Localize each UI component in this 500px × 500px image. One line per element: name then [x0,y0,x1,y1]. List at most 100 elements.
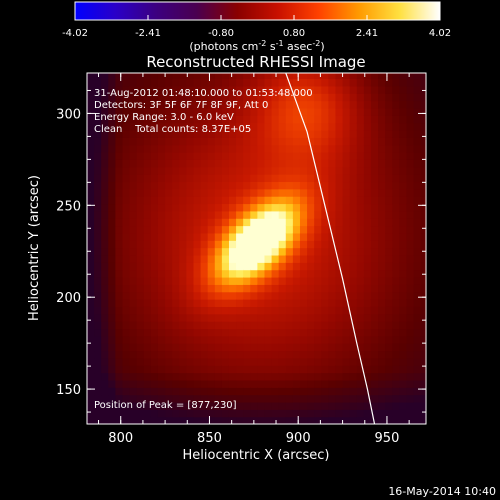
heat-cell [285,166,294,175]
heat-cell [236,181,244,190]
heat-cell [420,78,426,87]
heat-cell [278,401,287,410]
heat-cell [200,144,209,153]
heat-cell [392,181,400,190]
heat-cell [179,254,187,263]
heat-cell [186,328,195,337]
heat-cell [406,306,415,315]
heat-cell [378,240,386,249]
heat-cell [271,93,280,102]
heat-cell [193,218,202,227]
heat-cell [285,291,294,300]
heat-cell [200,409,209,418]
heat-cell [271,379,280,388]
heat-cell [221,350,230,359]
heat-cell [101,328,109,337]
heat-cell [399,357,408,366]
heat-cell [243,313,251,322]
heat-cell [157,357,166,366]
heat-cell [321,122,329,131]
heat-cell [207,387,216,396]
heat-cell [307,152,315,160]
heat-cell [193,291,202,300]
heat-cell [278,93,287,102]
heat-cell [136,365,145,374]
heat-cell [378,188,386,197]
heat-cell [278,328,287,337]
heat-cell [335,122,344,131]
heat-cell [413,166,422,175]
heat-cell [314,357,322,366]
heat-cell [328,387,337,396]
heat-cell [157,306,166,315]
heat-cell [165,174,173,183]
heat-cell [122,218,131,227]
heat-cell [108,365,116,374]
heat-cell [292,254,301,263]
heat-cell [129,416,138,424]
heat-cell [250,159,258,168]
heat-cell [392,210,400,219]
heat-cell [385,299,393,307]
heat-cell [165,137,173,146]
heat-cell [299,188,308,197]
heat-cell [115,181,124,190]
heat-cell [186,107,195,116]
heat-cell [307,137,315,146]
heat-cell [129,144,138,153]
heat-cell [399,335,408,344]
heat-cell [406,93,415,102]
heat-cell [356,262,365,271]
heat-cell [94,73,102,80]
heat-cell [143,166,152,175]
heat-cell [179,107,187,116]
heat-cell [150,196,159,205]
heat-cell [214,321,223,330]
heat-cell [335,365,344,374]
heat-cell [392,137,400,146]
heat-cell [278,152,287,160]
heat-cell [413,210,422,219]
heat-cell [143,372,152,381]
heat-cell [243,188,251,197]
heat-cell [385,225,393,234]
heat-cell [115,306,124,315]
heat-cell [122,196,131,205]
heat-cell [143,387,152,396]
heat-cell [399,210,408,219]
heat-cell [406,291,415,300]
heat-cell [221,379,230,388]
heat-cell [150,240,159,249]
heat-cell [292,93,301,102]
heat-cell [193,174,202,183]
heat-cell [420,225,426,234]
heat-cell [129,357,138,366]
heat-cell [193,357,202,366]
heat-cell [236,306,244,315]
heat-cell [200,262,209,271]
heat-cell [236,321,244,330]
heat-cell [221,387,230,396]
heat-cell [179,137,187,146]
heat-cell [342,269,351,278]
heat-cell [250,174,258,183]
heat-cell [342,321,351,330]
heat-cell [370,144,379,153]
heat-cell [214,357,223,366]
heat-cell [406,203,415,212]
heat-cell [392,254,400,263]
heat-cell [264,232,273,241]
heat-cell [214,196,223,205]
heat-cell [250,343,258,352]
heat-cell [385,196,393,205]
heat-cell [292,188,301,197]
heat-cell [101,284,109,293]
heat-cell [165,328,173,337]
heat-cell [413,401,422,410]
heat-cell [200,343,209,352]
heat-cell [356,269,365,278]
heat-cell [214,225,223,234]
heat-cell [157,335,166,344]
heat-cell [101,203,109,212]
